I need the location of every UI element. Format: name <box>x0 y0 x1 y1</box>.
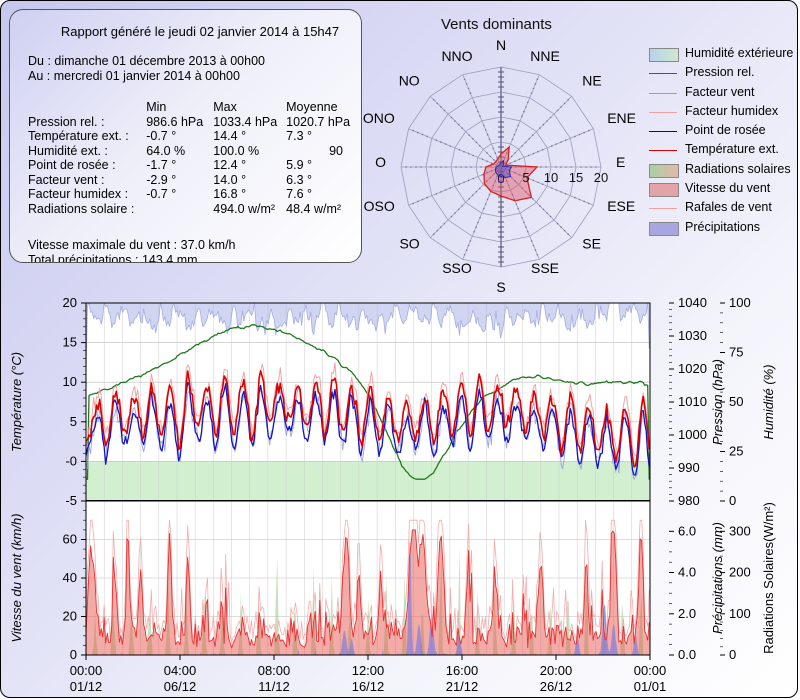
svg-text:11/12: 11/12 <box>258 679 290 694</box>
svg-text:Précipitations (mm): Précipitations (mm) <box>710 522 725 634</box>
svg-text:990: 990 <box>678 460 700 475</box>
svg-text:-0: -0 <box>65 453 77 468</box>
svg-text:2.0: 2.0 <box>678 606 696 621</box>
svg-text:1010: 1010 <box>678 394 707 409</box>
svg-text:16:00: 16:00 <box>446 663 479 678</box>
svg-text:26/12: 26/12 <box>540 679 573 694</box>
svg-text:20:00: 20:00 <box>540 663 573 678</box>
svg-text:1020: 1020 <box>678 361 707 376</box>
svg-text:6.0: 6.0 <box>678 523 696 538</box>
svg-text:01/01: 01/01 <box>634 679 667 694</box>
svg-text:Radiations Solaires(W/m²): Radiations Solaires(W/m²) <box>761 502 776 654</box>
svg-text:Vitesse du vent (km/h): Vitesse du vent (km/h) <box>9 513 24 642</box>
svg-text:20: 20 <box>63 609 77 624</box>
svg-text:21/12: 21/12 <box>446 679 479 694</box>
svg-text:20: 20 <box>63 295 77 310</box>
svg-text:300: 300 <box>729 523 751 538</box>
svg-text:04:00: 04:00 <box>164 663 197 678</box>
svg-text:100: 100 <box>729 295 751 310</box>
svg-text:15: 15 <box>63 335 77 350</box>
svg-text:00:00: 00:00 <box>634 663 667 678</box>
svg-text:16/12: 16/12 <box>352 679 385 694</box>
svg-text:4.0: 4.0 <box>678 565 696 580</box>
svg-text:0: 0 <box>729 493 736 508</box>
svg-text:06/12: 06/12 <box>164 679 197 694</box>
svg-text:Humidité (%): Humidité (%) <box>761 364 776 439</box>
svg-text:60: 60 <box>63 532 77 547</box>
svg-text:01/12: 01/12 <box>70 679 103 694</box>
svg-text:0: 0 <box>729 647 736 662</box>
svg-text:1000: 1000 <box>678 427 707 442</box>
svg-text:50: 50 <box>729 394 743 409</box>
svg-text:1030: 1030 <box>678 328 707 343</box>
svg-text:00:00: 00:00 <box>70 663 103 678</box>
svg-text:0.0: 0.0 <box>678 647 696 662</box>
svg-text:-5: -5 <box>65 493 77 508</box>
svg-text:1040: 1040 <box>678 295 707 310</box>
svg-text:0: 0 <box>70 647 77 662</box>
svg-text:75: 75 <box>729 345 743 360</box>
svg-text:5: 5 <box>70 414 77 429</box>
svg-text:25: 25 <box>729 444 743 459</box>
svg-text:08:00: 08:00 <box>258 663 291 678</box>
svg-text:12:00: 12:00 <box>352 663 385 678</box>
svg-text:40: 40 <box>63 570 77 585</box>
svg-text:980: 980 <box>678 493 700 508</box>
svg-text:200: 200 <box>729 565 751 580</box>
svg-text:100: 100 <box>729 606 751 621</box>
svg-text:10: 10 <box>63 374 77 389</box>
svg-text:Température (°C): Température (°C) <box>9 352 24 452</box>
